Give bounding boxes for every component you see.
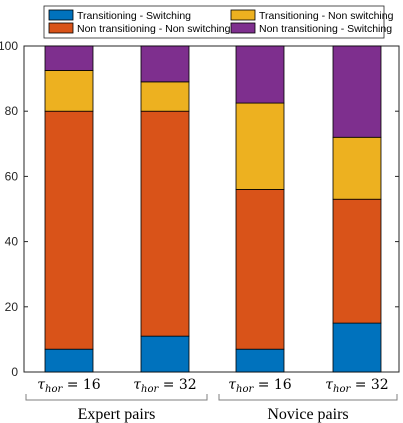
group-bracket	[218, 394, 398, 401]
bar-segment	[140, 45, 190, 83]
legend-label: Non transitioning - Switching	[259, 23, 392, 35]
axes	[23, 45, 400, 373]
x-tick-labels: τhor = 16 τhor = 32 τhor = 16 τhor = 32	[37, 377, 388, 395]
legend-swatch	[230, 22, 256, 34]
legend-swatch	[48, 22, 74, 34]
legend: Transitioning - Switching Transitioning -…	[43, 5, 394, 39]
bar-segment	[140, 335, 190, 373]
group-bracket	[25, 394, 208, 401]
bars	[44, 45, 382, 373]
bar-segment	[332, 198, 382, 324]
legend-swatch	[230, 9, 256, 21]
group-label: Expert pairs	[78, 406, 156, 423]
legend-label: Transitioning - Non switching	[259, 10, 394, 22]
y-tick-label: 40	[5, 235, 19, 249]
bar-segment	[44, 70, 94, 112]
bar-segment	[140, 110, 190, 337]
x-tick-label: τhor = 16	[228, 377, 292, 395]
x-tick-label: τhor = 32	[133, 377, 196, 395]
bar-segment	[332, 322, 382, 373]
group-label: Novice pairs	[267, 406, 348, 423]
y-tick-label: 80	[5, 104, 19, 118]
plot-frame	[23, 45, 400, 373]
legend-label: Transitioning - Switching	[77, 10, 191, 22]
legend-label: Non transitioning - Non switching	[77, 23, 231, 35]
bar-segment	[332, 136, 382, 200]
bar-segment	[44, 348, 94, 373]
y-tick-labels: 0 20 40 60 80 100	[0, 39, 18, 379]
bar-segment	[44, 45, 94, 71]
bar-segment	[235, 348, 285, 373]
y-tick-label: 0	[11, 365, 18, 379]
group-brackets: Expert pairs Novice pairs	[25, 394, 398, 423]
bar-segment	[140, 81, 190, 112]
bar-segment	[235, 102, 285, 190]
legend-swatch	[48, 9, 74, 21]
bar-segment	[332, 45, 382, 138]
y-tick-label: 60	[5, 169, 19, 183]
bar-segment	[44, 110, 94, 350]
legend-box	[43, 5, 385, 39]
bar-segment	[235, 189, 285, 350]
y-tick-label: 20	[5, 300, 19, 314]
x-tick-label: τhor = 32	[325, 377, 388, 395]
bar-segment	[235, 45, 285, 104]
y-tick-label: 100	[0, 39, 18, 53]
x-tick-label: τhor = 16	[37, 377, 101, 395]
